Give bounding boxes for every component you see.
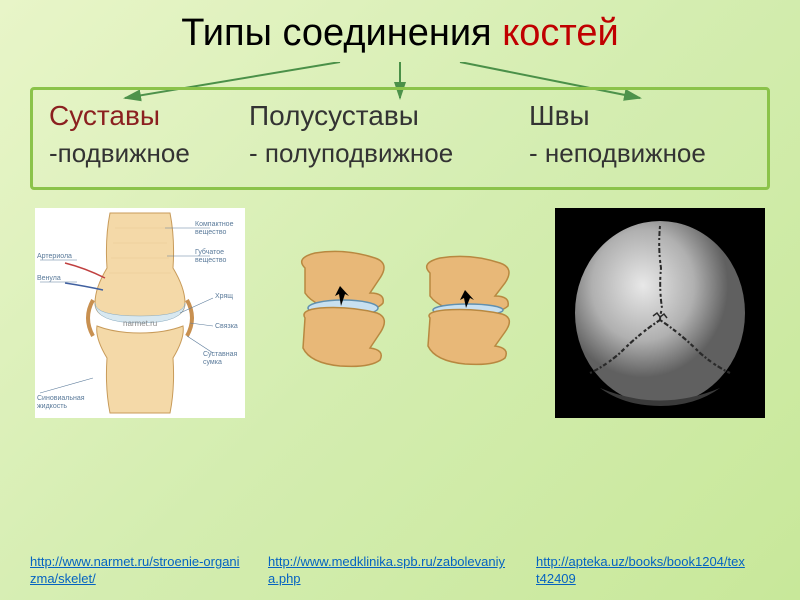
label-sumka: Суставнаясумка	[203, 351, 237, 366]
type-desc-3: - неподвижное	[529, 138, 706, 169]
links-row: http://www.narmet.ru/stroenie-organizma/…	[30, 554, 770, 588]
slide: Типы соединения костей Суставы Полусуста…	[0, 0, 800, 600]
type-name-1: Суставы	[49, 100, 249, 132]
link-1[interactable]: http://www.narmet.ru/stroenie-organizma/…	[30, 554, 240, 588]
label-venula: Венула	[37, 275, 61, 282]
title-part1: Типы соединения	[181, 12, 502, 54]
page-title: Типы соединения костей	[30, 12, 770, 55]
watermark: narmet.ru	[123, 319, 157, 328]
types-box: Суставы Полусуставы Швы -подвижное - пол…	[30, 87, 770, 190]
type-desc-2: - полуподвижное	[249, 138, 529, 169]
type-name-2: Полусуставы	[249, 100, 529, 132]
label-arteriola: Артериола	[37, 253, 72, 260]
title-part2: костей	[502, 12, 619, 54]
link-3[interactable]: http://apteka.uz/books/book1204/text4240…	[536, 554, 746, 588]
vertebra-pair-right	[427, 256, 510, 364]
label-hryash: Хрящ	[215, 293, 233, 300]
vertebrae-image	[275, 238, 525, 388]
joint-image: Артериола Венула Синовиальнаяжидкость Ко…	[35, 208, 245, 418]
types-desc-row: -подвижное - полуподвижное - неподвижное	[49, 138, 751, 169]
images-row: Артериола Венула Синовиальнаяжидкость Ко…	[30, 208, 770, 418]
type-name-3: Швы	[529, 100, 590, 132]
label-svyazka: Связка	[215, 323, 238, 330]
label-sinov: Синовиальнаяжидкость	[37, 395, 85, 410]
type-desc-1: -подвижное	[49, 138, 249, 169]
label-kompakt: Компактноевещество	[195, 221, 234, 236]
vertebra-pair-left	[302, 251, 385, 366]
skull-image	[555, 208, 765, 418]
types-names-row: Суставы Полусуставы Швы	[49, 100, 751, 132]
link-2[interactable]: http://www.medklinika.spb.ru/zabolevaniy…	[268, 554, 508, 588]
